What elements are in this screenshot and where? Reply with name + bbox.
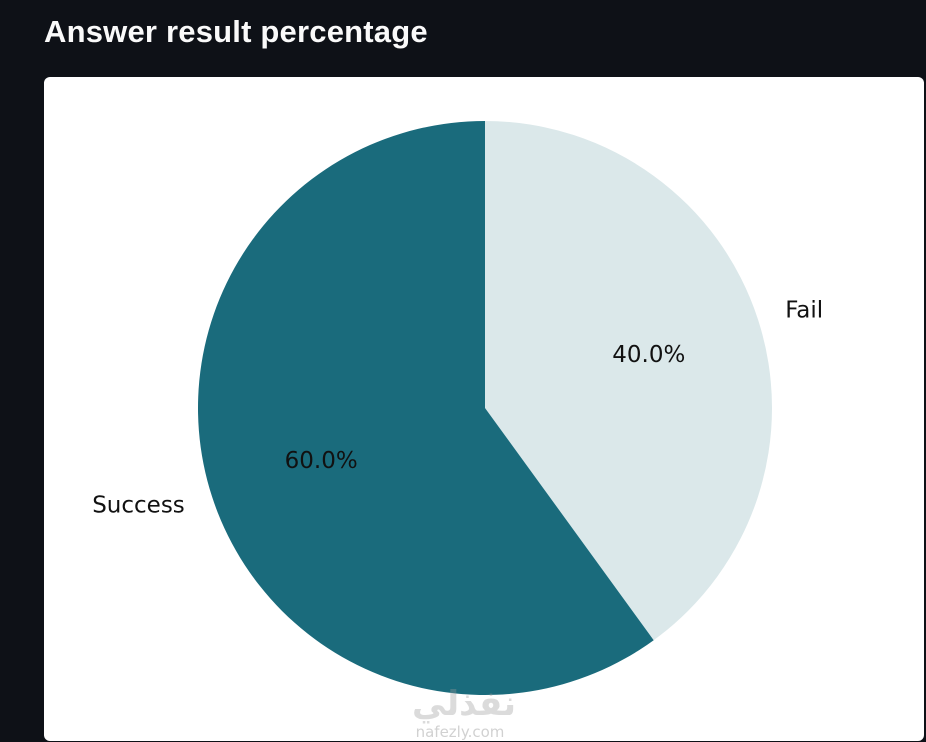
pie-category-label-fail: Fail: [785, 297, 823, 323]
page-title: Answer result percentage: [44, 14, 428, 49]
pie-percent-label-success: 60.0%: [285, 448, 358, 474]
pie-slice-success: [197, 121, 654, 695]
watermark-latin-text: nafezly.com: [416, 723, 505, 741]
pie-slices: [197, 121, 772, 695]
pie-chart: 40.0% Fail 60.0% Success نفذلي nafezly.com: [92, 121, 823, 741]
watermark: نفذلي nafezly.com: [412, 684, 516, 741]
watermark-arabic-text: نفذلي: [412, 684, 516, 724]
chart-card: 40.0% Fail 60.0% Success نفذلي nafezly.com: [44, 77, 924, 741]
pie-labels: 40.0% Fail 60.0% Success: [92, 297, 823, 518]
pie-slice-fail: [485, 121, 772, 641]
pie-category-label-success: Success: [92, 493, 185, 519]
pie-percent-label-fail: 40.0%: [612, 342, 685, 368]
